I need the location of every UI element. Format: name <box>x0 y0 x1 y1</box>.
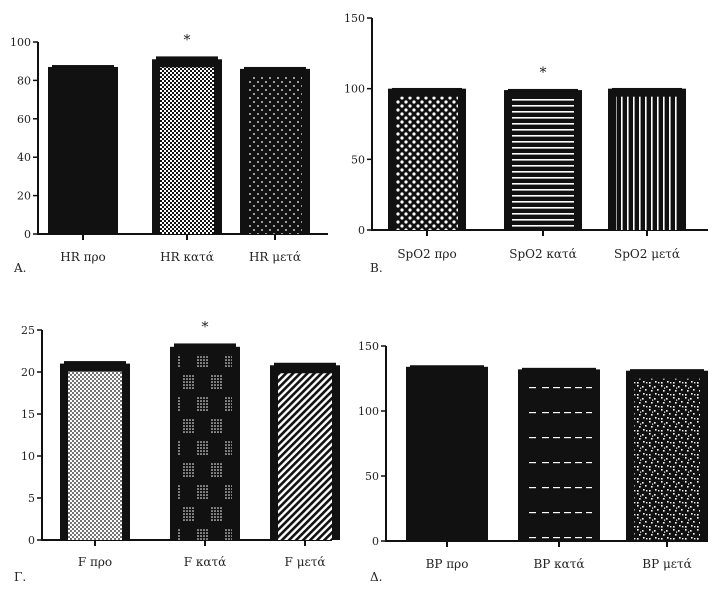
y-tick-label: 20 <box>21 366 35 379</box>
category-label: SpO2 κατά <box>509 247 577 261</box>
y-tick-label: 50 <box>365 470 379 483</box>
panel-label: A. <box>13 261 26 275</box>
category-label: HR προ <box>60 250 105 264</box>
significance-star: * <box>202 319 209 335</box>
error-bar <box>244 66 306 70</box>
significance-star: * <box>540 65 547 81</box>
error-bar <box>274 362 336 367</box>
category-label: HR μετά <box>249 250 301 264</box>
category-label: F μετά <box>285 555 326 569</box>
bar-2 <box>512 98 574 230</box>
error-bar <box>392 87 462 90</box>
y-tick-label: 15 <box>21 408 35 421</box>
y-tick-label: 150 <box>344 12 365 25</box>
y-tick-label: 0 <box>372 535 379 548</box>
error-bar <box>508 88 578 92</box>
chart-panel-2: 0 50 100 150 SpO2 προ SpO2 κατά * SpO2 μετά B. <box>344 12 708 275</box>
panel-label: Δ. <box>370 570 382 584</box>
error-bar <box>410 365 484 368</box>
category-label: F προ <box>78 555 112 569</box>
error-bar <box>630 369 704 372</box>
bar-3 <box>634 378 700 541</box>
category-label: SpO2 μετά <box>614 247 680 261</box>
y-tick-label: 25 <box>21 324 35 337</box>
y-tick-label: 100 <box>344 83 365 96</box>
y-tick-label: 40 <box>17 151 31 164</box>
bar-1 <box>48 66 118 235</box>
y-tick-label: 50 <box>351 153 365 166</box>
error-bar <box>156 56 218 61</box>
bar-3 <box>278 373 332 540</box>
bar-1 <box>68 371 122 540</box>
y-tick-label: 100 <box>358 405 379 418</box>
y-tick-label: 100 <box>10 36 31 49</box>
y-tick-label: 0 <box>28 534 35 547</box>
y-tick-label: 0 <box>24 228 31 241</box>
y-tick-label: 20 <box>17 190 31 203</box>
category-label: BP μετά <box>642 557 691 571</box>
category-label: SpO2 προ <box>397 247 456 261</box>
category-label: BP προ <box>426 557 469 571</box>
error-bar <box>522 367 596 371</box>
significance-star: * <box>184 32 191 48</box>
y-tick-label: 60 <box>17 113 31 126</box>
panel-label: B. <box>370 261 383 275</box>
bar-3 <box>248 76 302 234</box>
panel-label: Γ. <box>14 570 26 584</box>
category-label: F κατά <box>184 555 227 569</box>
bar-2 <box>178 354 232 540</box>
chart-panel-3: 0 5 10 15 20 25 F προ F κατά * F μετά Γ. <box>14 319 340 584</box>
y-tick-label: 5 <box>28 492 35 505</box>
y-tick-label: 150 <box>358 340 379 353</box>
bar-3 <box>616 96 678 231</box>
category-label: BP κατά <box>533 557 584 571</box>
y-tick-label: 10 <box>21 450 35 463</box>
chart-panel-4: 0 50 100 150 BP προ BP κατά BP μετά Δ. <box>358 340 708 584</box>
y-tick-label: 80 <box>17 74 31 87</box>
bar-2 <box>526 377 592 541</box>
bar-1 <box>406 366 488 541</box>
chart-panel-1: 0 20 40 60 80 100 HR προ HR κατά * HR μετά A. <box>10 32 328 275</box>
error-bar <box>64 361 126 365</box>
bar-1 <box>396 96 458 231</box>
bar-2 <box>160 67 214 234</box>
error-bar <box>174 343 236 348</box>
category-label: HR κατά <box>160 250 214 264</box>
y-tick-label: 0 <box>358 224 365 237</box>
error-bar <box>52 65 114 68</box>
error-bar <box>612 87 682 90</box>
